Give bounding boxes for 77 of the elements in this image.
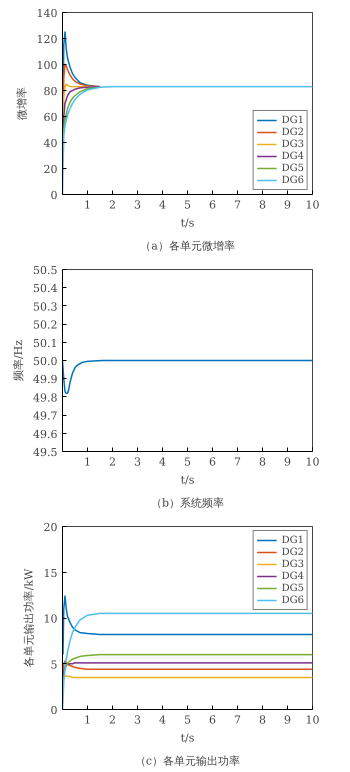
- legend-label: DG6: [282, 594, 304, 606]
- x-tick-label: 8: [259, 714, 266, 726]
- x-tick-label: 10: [306, 198, 320, 212]
- x-tick-label: 8: [259, 198, 266, 212]
- y-tick-label: 100: [36, 59, 58, 72]
- y-tick-label: 0: [50, 189, 58, 202]
- y-tick-label: 49.6: [33, 428, 58, 441]
- x-axis-title: t/s: [180, 732, 195, 744]
- x-axis-title: t/s: [180, 216, 195, 230]
- x-tick-label: 9: [284, 456, 291, 468]
- legend-label: DG6: [282, 174, 304, 186]
- y-tick-label: 50.4: [33, 282, 58, 296]
- y-axis-title: 频率/Hz: [12, 340, 26, 382]
- x-tick-label: 1: [84, 456, 91, 468]
- y-tick-label: 50.1: [33, 336, 58, 350]
- x-tick-label: 9: [284, 198, 291, 212]
- legend-label: DG3: [282, 558, 304, 570]
- x-tick-label: 3: [134, 198, 141, 212]
- line-series: [62, 360, 312, 394]
- y-tick-label: 20: [44, 521, 58, 534]
- x-tick-label: 7: [234, 714, 241, 726]
- y-tick-label: 49.8: [33, 391, 58, 404]
- x-tick-label: 2: [109, 714, 116, 726]
- x-tick-label: 2: [109, 456, 116, 468]
- x-tick-label: 7: [234, 456, 241, 468]
- x-axis-title: t/s: [180, 474, 195, 486]
- legend-label: DG4: [282, 570, 304, 582]
- x-tick-label: 4: [159, 198, 166, 212]
- x-tick-label: 3: [134, 714, 141, 726]
- x-tick-label: 10: [306, 714, 320, 726]
- legend-label: DG1: [282, 114, 304, 126]
- legend-label: DG5: [282, 582, 304, 594]
- y-tick-label: 140: [36, 7, 58, 20]
- x-tick-label: 10: [306, 456, 320, 468]
- legend-label: DG1: [282, 534, 304, 546]
- x-tick-label: 4: [159, 714, 166, 726]
- line-series: [62, 595, 312, 656]
- x-tick-label: 6: [209, 198, 216, 212]
- x-tick-label: 6: [209, 456, 216, 468]
- legend-label: DG4: [282, 150, 304, 162]
- y-tick-label: 20: [44, 163, 58, 176]
- y-tick-label: 120: [36, 33, 58, 46]
- legend-label: DG2: [282, 126, 304, 138]
- y-axis-title: 微增率: [16, 87, 29, 120]
- text: （c）各单元输出功率: [134, 754, 240, 768]
- x-tick-label: 5: [184, 198, 191, 212]
- x-tick-label: 5: [184, 714, 191, 726]
- legend-label: DG3: [282, 138, 304, 150]
- x-tick-label: 6: [209, 714, 216, 726]
- x-tick-label: 2: [109, 198, 116, 212]
- y-tick-label: 50.3: [33, 300, 58, 314]
- y-axis-title: 各单元输出功率/kW: [22, 568, 36, 668]
- x-tick-label: 8: [259, 456, 266, 468]
- y-tick-label: 15: [44, 566, 58, 580]
- x-tick-label: 5: [184, 456, 191, 468]
- text: （b）系统频率: [150, 496, 224, 510]
- text: （a）各单元微增率: [140, 240, 235, 252]
- y-tick-label: 60: [44, 111, 58, 124]
- x-tick-label: 1: [84, 714, 91, 726]
- legend-label: DG5: [282, 162, 304, 174]
- x-tick-label: 3: [134, 456, 141, 468]
- x-tick-label: 7: [234, 198, 241, 212]
- y-tick-label: 50.0: [33, 355, 58, 368]
- y-tick-label: 0: [50, 704, 58, 717]
- y-tick-label: 50.5: [33, 264, 58, 277]
- legend-label: DG2: [282, 546, 304, 558]
- y-tick-label: 50.2: [33, 318, 58, 332]
- y-tick-label: 49.5: [33, 446, 58, 459]
- y-tick-label: 80: [44, 85, 58, 98]
- x-tick-label: 1: [84, 198, 91, 212]
- y-tick-label: 49.7: [33, 410, 58, 423]
- y-tick-label: 49.9: [33, 373, 58, 386]
- y-tick-label: 5: [50, 658, 58, 672]
- x-tick-label: 9: [284, 714, 291, 726]
- y-tick-label: 10: [44, 612, 58, 626]
- x-tick-label: 4: [159, 456, 166, 468]
- y-tick-label: 40: [44, 137, 58, 150]
